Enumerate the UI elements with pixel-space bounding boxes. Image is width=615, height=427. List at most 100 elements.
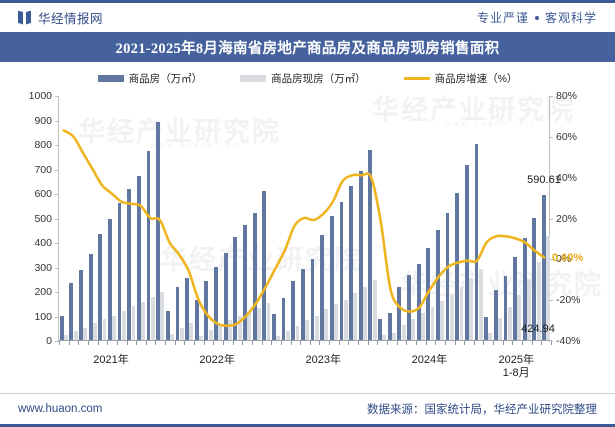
bar-primary (272, 314, 276, 340)
bar-primary (358, 170, 363, 340)
chart-area: 华经产业研究院 www.huaon.com 华经产业研究院 www.huaon.… (0, 88, 615, 379)
bar-secondary (150, 297, 155, 340)
y-axis-tick-left: 700 (34, 164, 59, 176)
y-axis-tick-left: 1000 (29, 90, 60, 102)
bar-primary (310, 259, 315, 340)
brand-name: 华经情报网 (38, 12, 104, 26)
bar-secondary (83, 327, 88, 340)
bar-secondary (92, 323, 97, 340)
x-axis-group-label: 2021年 (93, 354, 129, 366)
bar-primary (59, 316, 64, 340)
bar-primary (474, 144, 479, 340)
y-axis-tick-right: 80% (549, 90, 577, 102)
bar-secondary (449, 294, 454, 340)
legend-item-1[interactable]: 商品房现房（万㎡） (240, 71, 366, 86)
bar-group (155, 96, 165, 340)
bar-secondary (430, 306, 435, 340)
bar-primary (378, 318, 382, 340)
bar-group (98, 96, 108, 340)
slogan-right: 客观科学 (544, 11, 597, 25)
bar-secondary (459, 287, 464, 340)
bar-secondary (420, 313, 425, 340)
bar-primary (223, 253, 228, 340)
y-axis-tick-right: -40% (549, 335, 581, 347)
bar-group (512, 96, 522, 340)
bar-secondary (179, 327, 184, 340)
bar-group (194, 96, 204, 340)
bar-group (532, 96, 542, 340)
bar-secondary (498, 317, 502, 340)
legend-item-0[interactable]: 商品房（万㎡） (97, 71, 202, 86)
bar-group (146, 96, 156, 340)
bar-secondary (546, 235, 551, 340)
bar-group (271, 96, 281, 340)
legend-swatch-icon (240, 74, 267, 82)
bar-secondary (102, 319, 107, 340)
bar-secondary (256, 308, 261, 340)
bar-primary (349, 185, 354, 340)
bar-secondary (276, 335, 281, 340)
growth-line (64, 131, 544, 326)
y-axis-tick-left: 400 (34, 237, 59, 249)
bar-group (483, 96, 493, 340)
bar-primary (165, 310, 170, 340)
bar-secondary (527, 278, 531, 340)
bar-secondary (469, 277, 474, 340)
bar-group (78, 96, 88, 340)
bar-secondary (488, 332, 493, 340)
bar-primary (79, 269, 83, 340)
bar-primary (522, 238, 527, 340)
bar-group (474, 96, 484, 340)
bar-primary (156, 121, 161, 340)
bar-primary (146, 151, 151, 340)
bar-secondary (247, 311, 252, 340)
bar-primary (281, 298, 286, 340)
bar-group (541, 96, 551, 340)
footer-url[interactable]: www.huaon.com (18, 403, 103, 415)
site-header: 华经情报网 专业严谨 客观科学 (0, 0, 615, 32)
bar-primary (243, 224, 247, 340)
y-axis-tick-left: 500 (34, 213, 59, 225)
x-axis-group-label: 2022年 (199, 354, 235, 366)
annotation-secondary-value: 424.94 (521, 323, 555, 335)
legend-item-2[interactable]: 商品房增速（%） (403, 71, 517, 86)
y-axis-tick-left: 200 (34, 286, 59, 298)
bar-primary (69, 283, 74, 340)
bar-secondary (266, 302, 271, 340)
bar-secondary (507, 306, 512, 340)
bar-group (329, 96, 339, 340)
bar-secondary (228, 320, 232, 340)
bar-secondary (478, 268, 483, 340)
y-axis-tick-right: 40% (549, 172, 577, 184)
bar-group (59, 96, 69, 340)
bar-secondary (121, 310, 126, 340)
y-axis-tick-left: 600 (34, 188, 59, 200)
bar-group (503, 96, 513, 340)
y-axis-tick-right: 60% (549, 131, 577, 143)
x-axis-group-label: 2024年 (411, 354, 448, 366)
bar-secondary (314, 315, 319, 340)
bar-secondary (160, 291, 165, 340)
y-axis-tick-left: 900 (34, 115, 59, 127)
bar-secondary (237, 315, 242, 340)
bar-series-layer (59, 96, 551, 340)
bar-group (522, 96, 532, 340)
bar-group (291, 96, 301, 340)
bar-group (69, 96, 79, 340)
bar-primary (503, 276, 508, 340)
bar-primary (320, 234, 325, 340)
annotation-primary-value: 590.61 (527, 174, 561, 187)
bar-secondary (189, 322, 194, 340)
bar-secondary (285, 331, 290, 340)
bar-secondary (401, 324, 406, 340)
bar-secondary (517, 294, 522, 340)
bar-primary (136, 175, 141, 340)
title-band: 2021-2025年8月海南省房地产商品房及商品房现房销售面积 (0, 32, 615, 62)
bar-primary (339, 201, 344, 340)
bar-secondary (343, 299, 348, 340)
bar-group (348, 96, 358, 340)
slogan-left: 专业严谨 (476, 11, 529, 25)
bar-primary (387, 312, 392, 340)
y-axis-tick-right: -20% (549, 294, 581, 306)
brand: 华经情报网 (18, 8, 103, 27)
